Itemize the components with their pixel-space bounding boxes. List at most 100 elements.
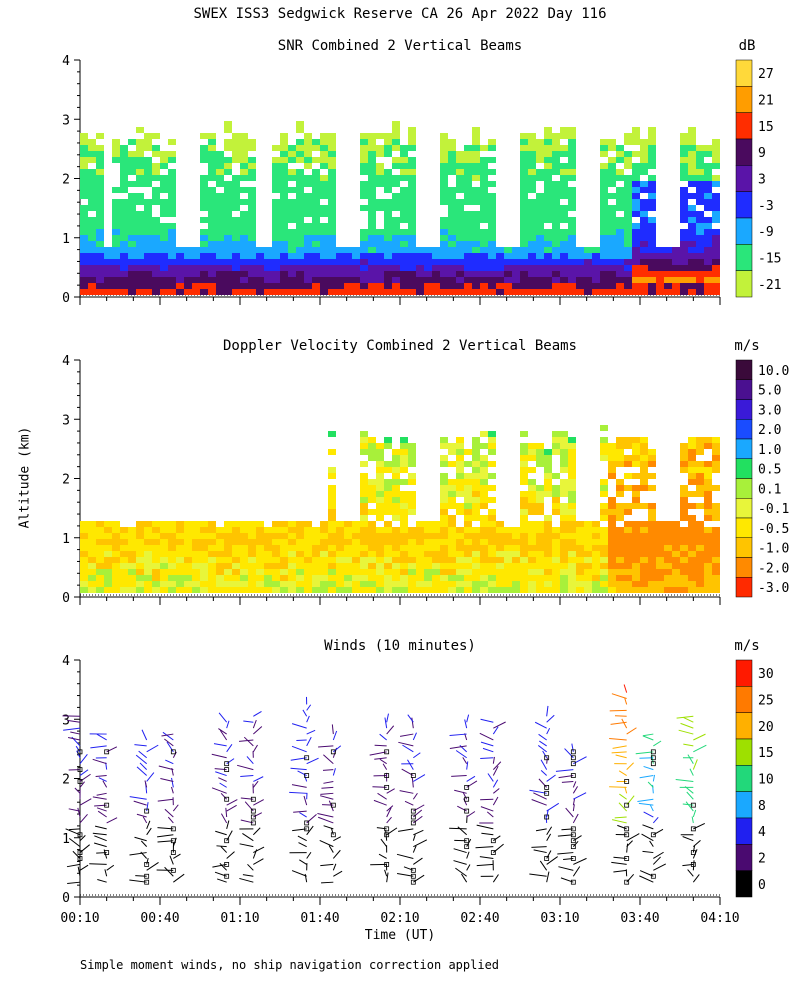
doppler-cell [344, 557, 352, 563]
snr-cell [560, 211, 568, 217]
snr-cell [576, 265, 584, 271]
doppler-cell [656, 581, 664, 587]
snr-cell [448, 217, 456, 223]
snr-cell [80, 241, 88, 247]
doppler-cell [408, 455, 416, 461]
snr-cell [328, 241, 336, 247]
wind-barb [466, 775, 476, 782]
snr-cell [464, 151, 472, 157]
snr-cell [712, 277, 720, 283]
doppler-cell [704, 569, 712, 575]
snr-cell [328, 205, 336, 211]
doppler-cell [128, 563, 136, 569]
snr-cell [560, 277, 568, 283]
calm-marker [544, 755, 550, 761]
snr-cell [480, 289, 488, 295]
doppler-cell [552, 539, 560, 545]
wind-barb [306, 813, 317, 824]
wind-barb [317, 813, 334, 818]
snr-cell [88, 259, 96, 265]
snr-cell [392, 145, 400, 151]
snr-cell [392, 193, 400, 199]
snr-cell [256, 283, 264, 289]
snr-cell [280, 151, 288, 157]
snr-cell [344, 247, 352, 253]
snr-cell [248, 235, 256, 241]
doppler-cell [240, 575, 248, 581]
snr-cell [560, 205, 568, 211]
doppler-cell [272, 527, 280, 533]
snr-cell [152, 163, 160, 169]
wind-barb [157, 840, 174, 843]
doppler-cell [136, 575, 144, 581]
doppler-cell [464, 491, 472, 497]
wind-barb [220, 846, 228, 853]
snr-cell [368, 271, 376, 277]
doppler-cell [544, 461, 552, 467]
snr-cell [128, 151, 136, 157]
snr-cell [120, 289, 128, 295]
wind-barb [455, 750, 467, 759]
wind-barb [102, 780, 108, 788]
wind-barb [686, 791, 694, 800]
calm-marker [170, 838, 176, 844]
doppler-cell [352, 533, 360, 539]
doppler-cell [192, 527, 200, 533]
snr-cell [456, 259, 464, 265]
wind-barb [146, 861, 159, 871]
doppler-cell [392, 527, 400, 533]
doppler-cell [704, 515, 712, 521]
doppler-cell [328, 521, 336, 527]
snr-cell [568, 241, 576, 247]
wind-barb [692, 845, 696, 853]
snr-cell [200, 265, 208, 271]
wind-barb [291, 745, 307, 753]
snr-cell [528, 277, 536, 283]
doppler-cell [552, 527, 560, 533]
doppler-cell [408, 509, 416, 515]
doppler-cell [400, 527, 408, 533]
wind-barb [72, 850, 81, 859]
snr-cell [560, 133, 568, 139]
snr-cell [408, 253, 416, 259]
doppler-cell [280, 533, 288, 539]
doppler-cell [216, 569, 224, 575]
snr-cell [512, 247, 520, 253]
snr-cell [152, 175, 160, 181]
snr-panel-title: SNR Combined 2 Vertical Beams [277, 38, 523, 54]
snr-cell [440, 187, 448, 193]
doppler-cell [384, 503, 392, 509]
doppler-cell [648, 527, 656, 533]
doppler-cell [224, 563, 232, 569]
doppler-cell [312, 539, 320, 545]
wind-barb [692, 759, 698, 770]
doppler-cell [624, 473, 632, 479]
snr-cell [640, 277, 648, 283]
doppler-cell [416, 527, 424, 533]
snr-cell [632, 133, 640, 139]
snr-cell [136, 265, 144, 271]
doppler-cell [688, 539, 696, 545]
snr-cell [224, 283, 232, 289]
snr-cell [536, 277, 544, 283]
snr-cell [200, 145, 208, 151]
snr-cell [600, 247, 608, 253]
doppler-cell [680, 551, 688, 557]
snr-cell [264, 265, 272, 271]
snr-cell [264, 253, 272, 259]
doppler-cell [512, 545, 520, 551]
snr-cell [112, 259, 120, 265]
snr-cell [704, 169, 712, 175]
doppler-cell [424, 539, 432, 545]
snr-cell [392, 133, 400, 139]
doppler-cell [648, 449, 656, 455]
snr-cell [152, 169, 160, 175]
doppler-cell [384, 521, 392, 527]
snr-cell [560, 127, 568, 133]
doppler-cell [344, 587, 352, 593]
snr-cell [304, 241, 312, 247]
wind-barb [67, 719, 81, 723]
snr-cell [472, 289, 480, 295]
doppler-cell [200, 539, 208, 545]
doppler-cell [448, 575, 456, 581]
